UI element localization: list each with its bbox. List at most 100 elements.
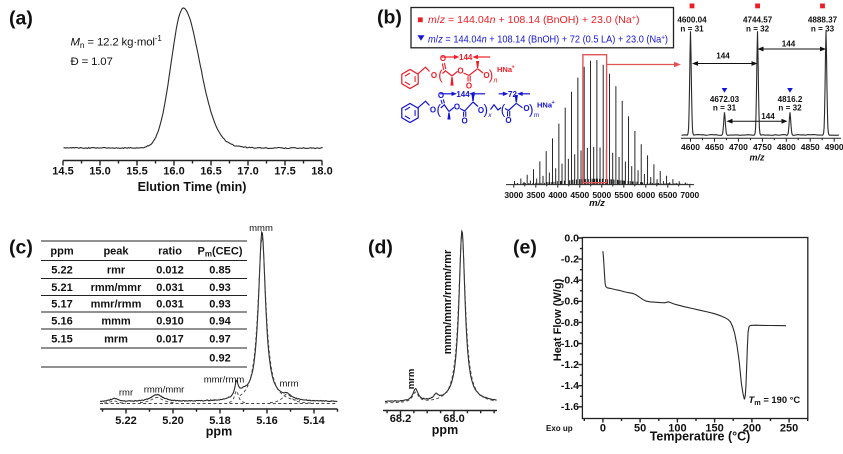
svg-text:200: 200: [743, 423, 761, 435]
svg-text:0.0: 0.0: [564, 232, 579, 244]
svg-text:Đ = 1.07: Đ = 1.07: [71, 56, 113, 68]
svg-text:n = 32: n = 32: [778, 104, 802, 113]
svg-text:(: (: [437, 102, 442, 117]
svg-text:ratio: ratio: [158, 246, 182, 258]
svg-text:Heat Flow (W/g): Heat Flow (W/g): [552, 278, 564, 361]
svg-text:mmr/rmm: mmr/rmm: [204, 375, 245, 386]
svg-text:0.85: 0.85: [209, 264, 230, 276]
svg-text:72: 72: [508, 90, 517, 99]
svg-text:n = 32: n = 32: [746, 25, 770, 34]
svg-text:-1.0: -1.0: [561, 338, 579, 350]
svg-text:4500: 4500: [570, 190, 589, 200]
svg-text:): ): [489, 68, 494, 83]
svg-text:15.5: 15.5: [126, 166, 147, 178]
svg-text:m/z = 144.04n + 108.14 (BnOH): m/z = 144.04n + 108.14 (BnOH) + 72 (0.5 …: [428, 35, 668, 46]
svg-text:-1.6: -1.6: [561, 401, 579, 413]
svg-text:-0.2: -0.2: [561, 254, 579, 266]
svg-text:4900: 4900: [825, 142, 843, 152]
svg-text:5.15: 5.15: [51, 333, 72, 345]
svg-text:0.031: 0.031: [156, 299, 184, 311]
svg-text:4600: 4600: [681, 142, 700, 152]
svg-text:5500: 5500: [614, 190, 633, 200]
svg-text:68.2: 68.2: [390, 413, 411, 425]
svg-text:m/z: m/z: [589, 198, 605, 209]
svg-text:0.93: 0.93: [209, 282, 230, 294]
svg-text:4700: 4700: [729, 142, 748, 152]
svg-text:5.22: 5.22: [115, 415, 136, 427]
svg-text:6000: 6000: [636, 190, 655, 200]
svg-text:O: O: [461, 117, 467, 126]
svg-text:O: O: [483, 71, 489, 80]
svg-text:O: O: [438, 91, 444, 100]
svg-text:0.94: 0.94: [209, 315, 231, 327]
svg-text:15.0: 15.0: [89, 166, 110, 178]
svg-text:6500: 6500: [658, 190, 677, 200]
svg-text:Mn = 12.2 kg·mol-1: Mn = 12.2 kg·mol-1: [71, 34, 163, 50]
svg-text:4850: 4850: [801, 142, 820, 152]
svg-text:mmm: mmm: [249, 223, 273, 234]
svg-text:5.21: 5.21: [51, 282, 72, 294]
svg-text:100: 100: [668, 423, 686, 435]
svg-text:m: m: [534, 112, 540, 119]
svg-text:Elution Time (min): Elution Time (min): [138, 180, 247, 194]
svg-text:(a): (a): [9, 8, 33, 30]
svg-text:4750: 4750: [753, 142, 772, 152]
svg-text:0: 0: [600, 423, 606, 435]
svg-text:Exo up: Exo up: [546, 424, 573, 433]
svg-text:0.012: 0.012: [156, 264, 184, 276]
svg-text:mmr/rmm: mmr/rmm: [91, 299, 142, 311]
svg-text:4816.2: 4816.2: [778, 95, 803, 104]
svg-text:5.20: 5.20: [162, 415, 183, 427]
svg-text:144: 144: [782, 40, 796, 49]
svg-text:144: 144: [716, 52, 730, 61]
svg-text:5.14: 5.14: [303, 415, 325, 427]
svg-text:144: 144: [456, 90, 470, 99]
svg-text:5.16: 5.16: [51, 315, 72, 327]
svg-text:rmr: rmr: [107, 264, 126, 276]
svg-text:n = 33: n = 33: [811, 25, 835, 34]
svg-text:14.5: 14.5: [52, 166, 73, 178]
svg-text:mmm: mmm: [101, 315, 131, 327]
svg-text:O: O: [431, 71, 437, 80]
svg-text:n = 31: n = 31: [680, 25, 704, 34]
svg-text:(b): (b): [377, 7, 402, 29]
svg-text:4650: 4650: [705, 142, 724, 152]
svg-text:0.031: 0.031: [156, 282, 184, 294]
svg-text:mrm: mrm: [104, 333, 128, 345]
svg-text:O: O: [478, 106, 484, 115]
svg-text:0.92: 0.92: [209, 352, 230, 364]
svg-text:3000: 3000: [504, 190, 523, 200]
svg-text:ppm: ppm: [206, 425, 232, 439]
svg-text:(: (: [438, 68, 443, 83]
svg-text:n: n: [494, 78, 498, 85]
svg-text:O: O: [430, 106, 436, 115]
svg-text:0.97: 0.97: [209, 333, 230, 345]
svg-text:5.17: 5.17: [51, 299, 72, 311]
svg-text:ppm: ppm: [50, 246, 73, 258]
svg-text:mmm/mmr/rmm/rmr: mmm/mmr/rmm/rmr: [442, 249, 454, 354]
svg-text:+: +: [512, 65, 515, 71]
svg-text:O: O: [454, 102, 460, 111]
svg-text:mrm: mrm: [406, 369, 417, 390]
svg-text:-0.8: -0.8: [561, 317, 579, 329]
svg-text:7000: 7000: [680, 190, 699, 200]
svg-text:4672.03: 4672.03: [710, 95, 740, 104]
svg-text:(: (: [501, 102, 506, 117]
svg-text:4744.57: 4744.57: [743, 16, 773, 25]
svg-text:4888.37: 4888.37: [808, 16, 838, 25]
svg-text:mrm: mrm: [280, 379, 299, 390]
svg-text:m/z: m/z: [749, 153, 765, 163]
svg-text:(e): (e): [513, 237, 537, 259]
svg-text:O: O: [505, 116, 511, 125]
svg-text:Tm = 190 °C: Tm = 190 °C: [749, 394, 801, 407]
svg-text:4000: 4000: [548, 190, 567, 200]
svg-text:O: O: [523, 104, 529, 113]
svg-text:3500: 3500: [526, 190, 545, 200]
svg-text:17.0: 17.0: [237, 166, 258, 178]
svg-text:x: x: [487, 112, 492, 119]
svg-text:50: 50: [634, 423, 646, 435]
svg-text:peak: peak: [103, 246, 129, 258]
svg-text:16.5: 16.5: [200, 166, 221, 178]
svg-text:17.5: 17.5: [274, 166, 295, 178]
svg-text:5.22: 5.22: [51, 264, 72, 276]
